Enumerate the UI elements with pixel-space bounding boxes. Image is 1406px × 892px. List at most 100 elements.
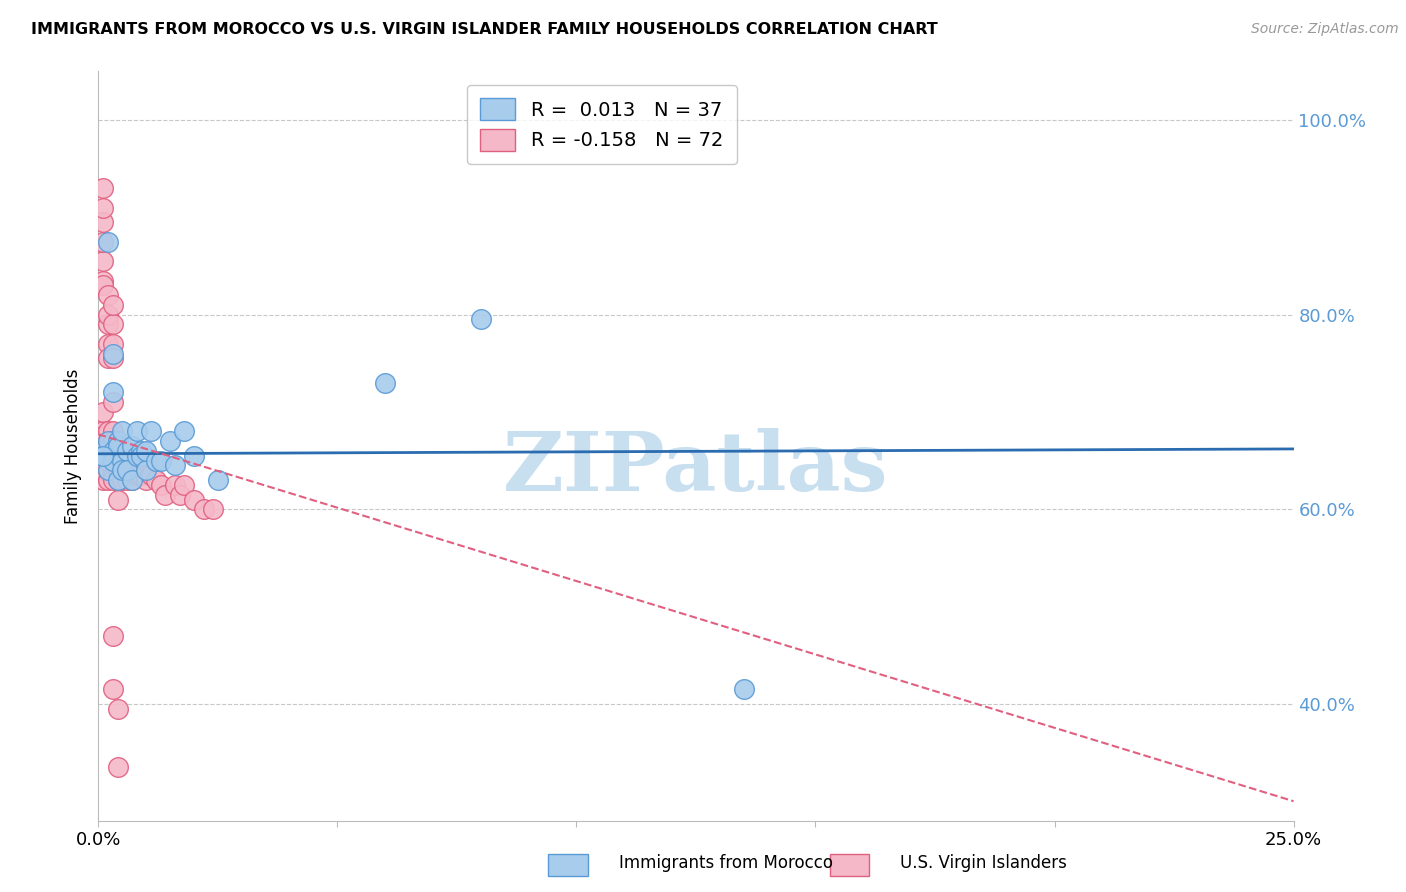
- Point: [97, 308, 120, 322]
- Point: [131, 443, 153, 458]
- Point: [733, 682, 755, 697]
- Text: U.S. Virgin Islanders: U.S. Virgin Islanders: [900, 855, 1067, 872]
- Point: [121, 439, 143, 453]
- Point: [173, 425, 195, 439]
- Point: [111, 449, 134, 463]
- Point: [101, 425, 124, 439]
- Point: [97, 463, 120, 477]
- Point: [115, 443, 138, 458]
- Point: [91, 463, 114, 477]
- Point: [101, 443, 124, 458]
- Point: [107, 492, 129, 507]
- Point: [107, 463, 129, 477]
- Point: [470, 312, 492, 326]
- Point: [115, 463, 138, 477]
- Point: [97, 288, 120, 302]
- Point: [131, 468, 153, 483]
- Point: [101, 449, 124, 463]
- Point: [145, 453, 167, 467]
- Point: [91, 449, 114, 463]
- Text: ZIPatlas: ZIPatlas: [503, 428, 889, 508]
- Point: [111, 463, 134, 477]
- Point: [91, 429, 114, 443]
- Point: [159, 434, 181, 449]
- Point: [107, 434, 129, 449]
- Point: [97, 434, 120, 449]
- Point: [111, 463, 134, 477]
- Point: [101, 434, 124, 449]
- Point: [107, 473, 129, 487]
- Point: [97, 463, 120, 477]
- Point: [374, 376, 396, 390]
- Point: [125, 425, 148, 439]
- Point: [125, 449, 148, 463]
- Point: [107, 434, 129, 449]
- Point: [91, 458, 114, 473]
- Point: [139, 425, 162, 439]
- Point: [183, 449, 205, 463]
- Point: [91, 181, 114, 195]
- Point: [149, 453, 172, 467]
- Text: Immigrants from Morocco: Immigrants from Morocco: [619, 855, 832, 872]
- Point: [101, 682, 124, 697]
- Point: [91, 405, 114, 419]
- Point: [91, 449, 114, 463]
- Point: [97, 443, 120, 458]
- Legend: R =  0.013   N = 37, R = -0.158   N = 72: R = 0.013 N = 37, R = -0.158 N = 72: [467, 85, 737, 164]
- Point: [91, 215, 114, 229]
- Point: [91, 425, 114, 439]
- Point: [111, 473, 134, 487]
- Point: [91, 443, 114, 458]
- Point: [107, 702, 129, 716]
- Point: [121, 463, 143, 477]
- Point: [135, 463, 157, 477]
- Point: [97, 351, 120, 366]
- Point: [125, 449, 148, 463]
- Point: [101, 629, 124, 643]
- Point: [135, 453, 157, 467]
- Point: [111, 453, 134, 467]
- Point: [91, 254, 114, 268]
- Point: [135, 473, 157, 487]
- Point: [101, 453, 124, 467]
- Point: [135, 443, 157, 458]
- Point: [111, 425, 134, 439]
- Point: [115, 453, 138, 467]
- Point: [131, 449, 153, 463]
- Point: [125, 468, 148, 483]
- Point: [97, 336, 120, 351]
- Point: [91, 443, 114, 458]
- Point: [107, 473, 129, 487]
- Point: [101, 468, 124, 483]
- Point: [163, 478, 186, 492]
- Point: [97, 434, 120, 449]
- Point: [97, 318, 120, 332]
- Point: [91, 235, 114, 249]
- Point: [149, 478, 172, 492]
- Point: [193, 502, 215, 516]
- Point: [91, 449, 114, 463]
- Point: [115, 449, 138, 463]
- Point: [163, 458, 186, 473]
- Point: [101, 336, 124, 351]
- Point: [91, 473, 114, 487]
- Point: [97, 425, 120, 439]
- Point: [91, 443, 114, 458]
- Point: [115, 473, 138, 487]
- Point: [107, 449, 129, 463]
- Point: [101, 453, 124, 467]
- Point: [121, 473, 143, 487]
- Point: [91, 274, 114, 288]
- Point: [101, 473, 124, 487]
- Point: [101, 385, 124, 400]
- Point: [91, 278, 114, 293]
- Point: [101, 298, 124, 312]
- Point: [107, 439, 129, 453]
- Point: [155, 488, 177, 502]
- Point: [173, 478, 195, 492]
- Point: [101, 351, 124, 366]
- Point: [121, 473, 143, 487]
- Point: [101, 395, 124, 409]
- Text: Source: ZipAtlas.com: Source: ZipAtlas.com: [1251, 22, 1399, 37]
- Point: [101, 318, 124, 332]
